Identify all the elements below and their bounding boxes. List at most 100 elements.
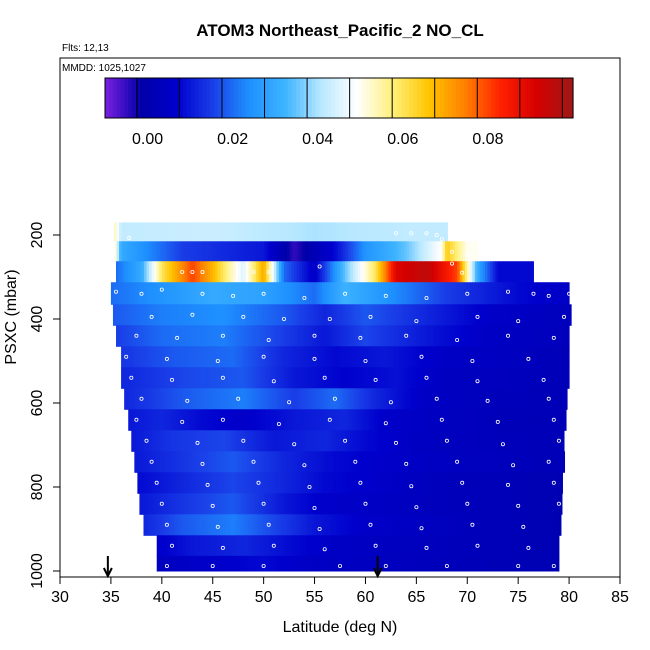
colorbar-cell	[323, 78, 328, 118]
heatmap-cell	[258, 346, 262, 368]
heatmap-cell	[432, 241, 436, 262]
heatmap-cell	[286, 325, 290, 347]
heatmap-cell	[329, 325, 333, 347]
heatmap-cell	[523, 451, 527, 473]
colorbar-cell	[440, 78, 445, 118]
heatmap-cell	[238, 430, 242, 452]
heatmap-cell	[159, 241, 163, 262]
heatmap-cell	[235, 367, 239, 389]
heatmap-cell	[272, 472, 276, 494]
heatmap-cell	[118, 261, 122, 283]
heatmap-cell	[230, 409, 234, 431]
heatmap-cell	[444, 222, 448, 242]
heatmap-cell	[513, 346, 517, 368]
heatmap-cell	[502, 261, 506, 283]
heatmap-cell	[189, 514, 193, 536]
heatmap-cell	[553, 409, 557, 431]
heatmap-cell	[474, 304, 478, 326]
heatmap-cell	[365, 430, 369, 452]
heatmap-cell	[182, 241, 186, 262]
sample-point	[419, 526, 424, 531]
heatmap-cell	[454, 555, 458, 572]
heatmap-cell	[182, 388, 186, 410]
heatmap-cell	[210, 282, 214, 305]
heatmap-cell	[454, 304, 458, 326]
heatmap-cell	[418, 535, 422, 557]
heatmap-cell	[536, 325, 540, 347]
heatmap-cell	[315, 472, 319, 494]
heatmap-cell	[492, 535, 496, 557]
heatmap-cell	[396, 388, 400, 410]
heatmap-cell	[404, 222, 408, 242]
heatmap-cell	[462, 325, 466, 347]
heatmap-cell	[243, 222, 247, 242]
heatmap-cell	[515, 282, 519, 305]
heatmap-cell	[492, 282, 496, 305]
heatmap-cell	[258, 409, 262, 431]
heatmap-cell	[327, 222, 331, 242]
heatmap-cell	[144, 430, 148, 452]
heatmap-cell	[298, 304, 302, 326]
sample-point	[531, 291, 536, 296]
heatmap-cell	[347, 430, 351, 452]
sample-point	[409, 484, 414, 489]
heatmap-cell	[523, 535, 527, 557]
heatmap-cell	[164, 222, 168, 242]
heatmap-cell	[189, 282, 193, 305]
heatmap-cell	[276, 535, 280, 557]
heatmap-cell	[322, 346, 326, 368]
heatmap-cell	[390, 367, 394, 389]
heatmap-cell	[546, 282, 550, 305]
heatmap-cell	[525, 430, 529, 452]
heatmap-cell	[429, 493, 433, 515]
heatmap-cell	[340, 388, 344, 410]
heatmap-cell	[139, 451, 143, 473]
heatmap-cell	[477, 367, 481, 389]
sample-point	[551, 417, 556, 422]
heatmap-cell	[110, 282, 114, 305]
heatmap-cell	[294, 430, 298, 452]
heatmap-cell	[218, 472, 222, 494]
heatmap-cell	[217, 367, 221, 389]
heatmap-cell	[230, 304, 234, 326]
heatmap-cell	[210, 555, 214, 572]
heatmap-cell	[284, 388, 288, 410]
heatmap-cell	[279, 241, 283, 262]
heatmap-cell	[358, 472, 362, 494]
sample-point	[404, 461, 409, 466]
heatmap-cell	[128, 325, 132, 347]
heatmap-cell	[454, 430, 458, 452]
heatmap-cell	[439, 367, 443, 389]
heatmap-cell	[312, 261, 316, 283]
y-tick-label: 1000	[29, 553, 46, 589]
heatmap-cell	[156, 430, 160, 452]
sample-point	[444, 564, 449, 569]
heatmap-cell	[337, 535, 341, 557]
heatmap-cell	[187, 325, 191, 347]
heatmap-cell	[319, 325, 323, 347]
heatmap-cell	[449, 241, 454, 262]
heatmap-cell	[294, 451, 298, 473]
heatmap-cell	[258, 282, 262, 305]
heatmap-cell	[290, 472, 294, 494]
heatmap-cell	[149, 325, 153, 347]
heatmap-cell	[177, 493, 181, 515]
heatmap-cell	[525, 367, 529, 389]
heatmap-cell	[250, 367, 254, 389]
heatmap-cell	[543, 367, 547, 389]
heatmap-cell	[319, 304, 323, 326]
heatmap-cell	[399, 388, 403, 410]
heatmap-cell	[241, 241, 245, 262]
colorbar-cell	[342, 78, 348, 118]
heatmap-cell	[536, 535, 540, 557]
heatmap-cell	[499, 304, 503, 326]
heatmap-cell	[355, 555, 359, 572]
heatmap-cell	[537, 472, 541, 494]
heatmap-cell	[378, 325, 382, 347]
heatmap-cell	[121, 367, 125, 389]
heatmap-cell	[444, 367, 448, 389]
heatmap-cell	[151, 430, 155, 452]
heatmap-cell	[269, 222, 273, 242]
heatmap-cell	[250, 535, 254, 557]
sample-point	[337, 564, 342, 569]
